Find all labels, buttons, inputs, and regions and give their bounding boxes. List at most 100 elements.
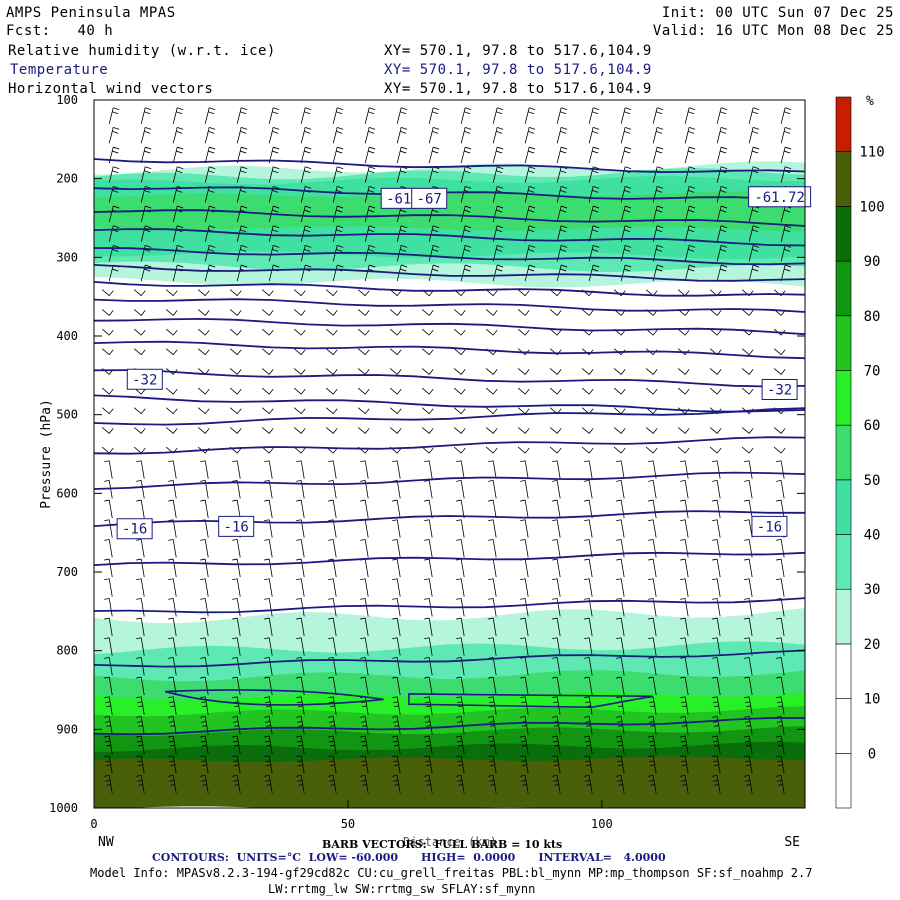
wind-barb	[264, 499, 273, 519]
wind-barb	[485, 328, 498, 336]
wind-barb	[680, 775, 689, 794]
wind-barb	[648, 480, 657, 499]
wind-barb	[616, 460, 625, 479]
contour-label-box	[748, 186, 812, 208]
wind-barb	[524, 146, 536, 164]
wind-barb	[616, 735, 625, 755]
wind-barb	[300, 225, 312, 242]
field-rh-name: Relative humidity (w.r.t. ice)	[8, 43, 276, 59]
wind-barb	[748, 245, 760, 262]
wind-barb	[453, 407, 466, 415]
y-tick-label: 800	[56, 644, 78, 658]
wind-barb	[328, 617, 337, 637]
wind-barb	[588, 245, 600, 262]
temperature-contour	[94, 717, 805, 736]
wind-barb	[584, 755, 593, 774]
wind-barb	[453, 368, 466, 375]
wind-barb	[680, 499, 689, 519]
wind-barb	[136, 598, 145, 617]
wind-barb	[648, 637, 657, 656]
wind-barb	[261, 309, 274, 316]
wind-barb	[296, 755, 305, 774]
colorbar-segment	[835, 315, 852, 371]
wind-barb	[748, 264, 760, 282]
contour-label: -61.72	[754, 190, 805, 206]
wind-barb	[165, 328, 178, 336]
y-tick-label: 600	[56, 486, 78, 500]
wind-barb	[421, 427, 434, 434]
wind-barb	[780, 264, 792, 282]
wind-barb	[104, 716, 113, 735]
wind-barb	[136, 558, 145, 578]
wind-barb	[200, 637, 209, 656]
wind-barb	[552, 598, 561, 617]
wind-barb	[392, 657, 401, 676]
wind-barb	[780, 146, 792, 164]
wind-barb	[232, 539, 241, 558]
colorbar-tick-label: 10	[864, 692, 881, 708]
wind-barb	[328, 676, 337, 696]
wind-barb	[712, 716, 721, 735]
wind-barb	[165, 309, 178, 316]
wind-barb	[136, 755, 145, 774]
wind-barb	[168, 480, 177, 499]
wind-barb	[741, 368, 754, 375]
wind-barb	[360, 578, 369, 597]
se-label: SE	[784, 835, 800, 850]
wind-barb	[456, 460, 465, 479]
wind-barb	[524, 127, 536, 144]
wind-barb	[232, 637, 241, 656]
wind-barb	[104, 637, 113, 656]
wind-barb	[485, 427, 498, 434]
wind-barb	[232, 775, 241, 794]
wind-barb	[360, 539, 369, 558]
temperature-contour	[94, 228, 805, 247]
wind-barb	[332, 186, 344, 203]
model-title: AMPS Peninsula MPAS	[6, 5, 176, 21]
wind-barb	[645, 407, 658, 415]
wind-barb	[296, 578, 305, 597]
wind-barb	[165, 407, 178, 415]
wind-barb	[392, 519, 401, 538]
wind-barb	[680, 519, 689, 538]
wind-barb	[456, 519, 465, 538]
wind-barb	[200, 460, 209, 479]
wind-barb	[136, 716, 145, 735]
wind-barb	[261, 427, 274, 434]
wind-barb	[421, 446, 434, 454]
wind-barb	[524, 264, 536, 282]
wind-barb	[428, 225, 440, 242]
colorbar-tick-label: 0	[868, 746, 876, 762]
wind-barb	[389, 427, 402, 434]
wind-barb	[677, 309, 690, 316]
wind-barb	[517, 446, 530, 454]
wind-barb	[328, 716, 337, 735]
wind-barb	[197, 348, 210, 356]
wind-barb	[197, 289, 210, 297]
x-tick-label: 100	[591, 817, 613, 831]
wind-barb	[325, 446, 338, 454]
wind-barb	[268, 225, 280, 242]
wind-barb	[684, 245, 696, 262]
wind-barb	[616, 519, 625, 538]
wind-barb	[261, 348, 274, 356]
wind-barb	[101, 427, 114, 434]
wind-barb	[328, 735, 337, 755]
wind-barb	[360, 617, 369, 637]
wind-barb	[293, 328, 306, 336]
field-wind-name: Horizontal wind vectors	[8, 81, 214, 97]
wind-barb	[168, 735, 177, 755]
wind-barb	[488, 499, 497, 519]
wind-barb	[773, 309, 786, 316]
wind-barb	[488, 657, 497, 676]
wind-barb	[453, 348, 466, 356]
wind-barb	[780, 107, 792, 124]
wind-barb	[748, 107, 760, 124]
wind-barb	[680, 598, 689, 617]
wind-barb	[460, 127, 472, 144]
wind-barb	[332, 127, 344, 144]
wind-barb	[165, 387, 178, 395]
wind-barb	[325, 407, 338, 415]
wind-barb	[520, 598, 529, 617]
wind-barb	[104, 735, 113, 755]
